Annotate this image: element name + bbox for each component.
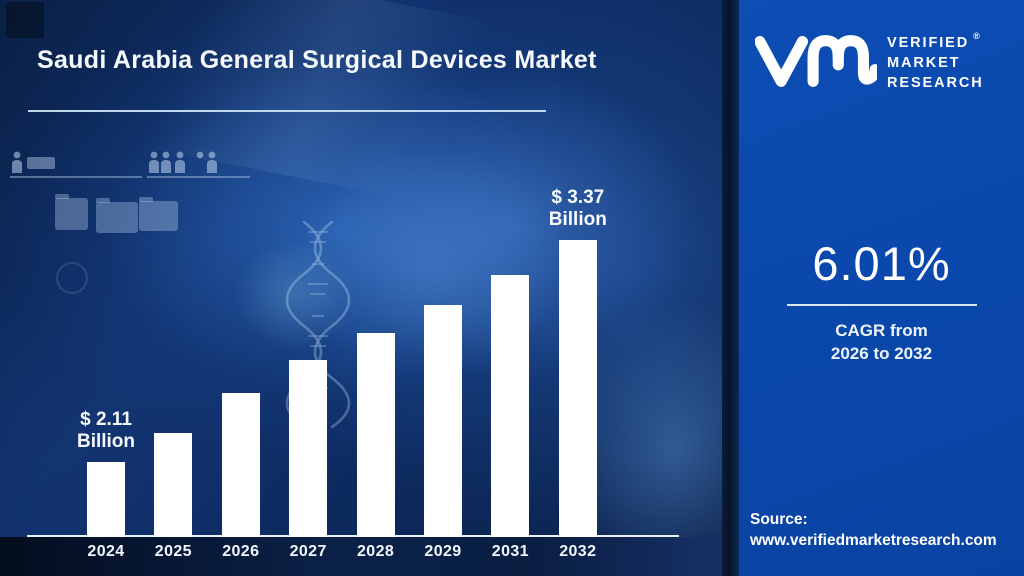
people-icons bbox=[12, 151, 217, 173]
folder-icon bbox=[55, 194, 88, 230]
panel-divider bbox=[722, 0, 739, 576]
background-glow bbox=[235, 240, 355, 350]
chart-bar bbox=[87, 462, 125, 537]
page-title: Saudi Arabia General Surgical Devices Ma… bbox=[37, 45, 597, 74]
bar-value-label: $ 3.37 Billion bbox=[548, 187, 607, 230]
axis-year-label: 2028 bbox=[356, 543, 395, 560]
shelf-line bbox=[147, 176, 250, 178]
chart-bar bbox=[558, 240, 597, 537]
source-url-link[interactable]: www.verifiedmarketresearch.com bbox=[750, 532, 997, 549]
axis-year-label: 2025 bbox=[154, 543, 192, 560]
brand-logo: VERIFIED ® MARKET RESEARCH bbox=[755, 28, 984, 93]
cagr-divider-line bbox=[786, 304, 977, 306]
chart-bar bbox=[289, 360, 328, 537]
cagr-caption-line-2: 2026 to 2032 bbox=[830, 344, 933, 363]
registered-trademark: ® bbox=[973, 31, 980, 41]
brand-line-2: MARKET bbox=[887, 54, 961, 71]
chart-bar bbox=[221, 393, 260, 537]
chart-section: Saudi Arabia General Surgical Devices Ma… bbox=[0, 0, 739, 576]
brand-line-1: VERIFIED bbox=[887, 34, 970, 51]
bar-value-label: $ 2.11 Billion bbox=[76, 409, 136, 452]
chart-bar bbox=[491, 275, 530, 537]
folder-icon bbox=[139, 197, 178, 231]
corner-shadow bbox=[6, 2, 44, 38]
axis-footer-band bbox=[0, 537, 739, 576]
folder-icon bbox=[96, 198, 138, 233]
chart-bar bbox=[154, 433, 193, 537]
cagr-caption-line-1: CAGR from bbox=[835, 321, 928, 340]
vmr-monogram-icon bbox=[755, 35, 877, 87]
chart-bar bbox=[356, 333, 395, 537]
chart-bar bbox=[424, 305, 462, 537]
axis-year-label: 2026 bbox=[222, 543, 260, 560]
axis-year-label: 2027 bbox=[289, 543, 327, 560]
brand-line-3: RESEARCH bbox=[887, 74, 984, 91]
cagr-stat: 6.01% CAGR from 2026 to 2032 bbox=[739, 236, 1024, 365]
shelf-line bbox=[10, 176, 142, 178]
brand-wordmark: VERIFIED ® MARKET RESEARCH bbox=[887, 28, 984, 93]
title-underline bbox=[28, 110, 546, 112]
circle-decoration bbox=[56, 262, 88, 294]
axis-year-label: 2031 bbox=[491, 543, 529, 560]
x-axis-line bbox=[27, 535, 679, 537]
source-attribution: Source: www.verifiedmarketresearch.com bbox=[750, 509, 997, 551]
stat-panel: VERIFIED ® MARKET RESEARCH 6.01% CAGR fro… bbox=[739, 0, 1024, 576]
cagr-value: 6.01% bbox=[812, 237, 951, 290]
axis-year-label: 2024 bbox=[87, 543, 125, 560]
axis-year-label: 2032 bbox=[559, 543, 597, 560]
source-label: Source: bbox=[750, 511, 808, 528]
axis-year-label: 2029 bbox=[424, 543, 462, 560]
